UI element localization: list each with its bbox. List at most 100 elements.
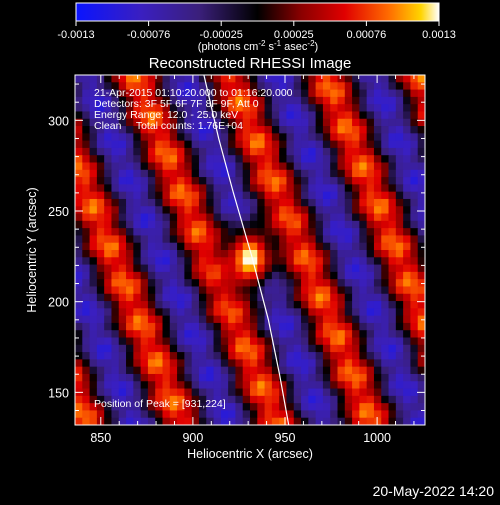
heatmap-cell (410, 271, 419, 280)
heatmap-cell (279, 322, 287, 331)
heatmap-cell (111, 147, 120, 156)
heatmap-cell (191, 330, 200, 338)
heatmap-cell (366, 417, 375, 425)
heatmap-cell (264, 242, 273, 251)
heatmap-cell (301, 177, 309, 185)
heatmap-cell (169, 286, 178, 295)
heatmap-cell (286, 373, 295, 382)
heatmap-cell (133, 147, 142, 156)
heatmap-cell (155, 169, 163, 178)
heatmap-cell (184, 344, 193, 353)
heatmap-cell (177, 279, 185, 287)
heatmap-cell (213, 250, 222, 258)
heatmap-cell (330, 388, 338, 397)
heatmap-cell (213, 82, 222, 90)
heatmap-cell (395, 286, 404, 295)
heatmap-cell (308, 126, 317, 134)
heatmap-cell (264, 220, 273, 229)
heatmap-cell (111, 191, 120, 200)
heatmap-cell (264, 330, 273, 338)
heatmap-cell (147, 133, 156, 142)
heatmap-cell (410, 337, 419, 346)
heatmap-cell (366, 308, 375, 317)
heatmap-cell (118, 198, 127, 207)
heatmap-cell (257, 279, 265, 287)
heatmap-cell (250, 250, 258, 258)
heatmap-cell (352, 293, 360, 302)
heatmap-cell (198, 286, 207, 295)
heatmap-cell (293, 337, 302, 346)
heatmap-cell (279, 366, 287, 375)
heatmap-cell (373, 191, 382, 200)
heatmap-cell (155, 126, 163, 134)
heatmap-cell (111, 242, 120, 251)
heatmap-cell (191, 417, 200, 425)
heatmap-cell (228, 381, 236, 389)
heatmap-cell (235, 126, 244, 134)
heatmap-cell (89, 395, 98, 404)
heatmap-cell (403, 293, 411, 302)
heatmap-cell (198, 352, 207, 360)
heatmap-cell (147, 264, 156, 273)
heatmap-cell (264, 75, 273, 83)
heatmap-cell (271, 330, 280, 338)
heatmap-cell (315, 337, 324, 346)
heatmap-cell (388, 250, 397, 258)
heatmap-cell (395, 147, 404, 156)
heatmap-cell (162, 191, 171, 200)
heatmap-cell (89, 206, 98, 214)
heatmap-cell (381, 96, 389, 105)
heatmap-cell (82, 111, 90, 120)
heatmap-cell (133, 162, 142, 171)
heatmap-cell (301, 322, 309, 331)
heatmap-cell (403, 177, 411, 185)
heatmap-cell (206, 75, 214, 83)
heatmap-cell (373, 133, 382, 142)
heatmap-cell (220, 381, 229, 389)
heatmap-cell (235, 242, 244, 251)
heatmap-cell (82, 133, 90, 142)
heatmap-cell (337, 344, 346, 353)
heatmap-cell (359, 250, 368, 258)
heatmap-cell (286, 395, 295, 404)
heatmap-cell (96, 322, 105, 331)
heatmap-cell (293, 250, 302, 258)
heatmap-cell (308, 337, 317, 346)
heatmap-cell (75, 403, 83, 411)
heatmap-cell (264, 293, 273, 302)
heatmap-cell (308, 228, 317, 236)
heatmap-cell (118, 352, 127, 360)
heatmap-cell (330, 242, 338, 251)
heatmap-cell (279, 410, 287, 419)
heatmap-cell (126, 250, 134, 258)
heatmap-cell (191, 133, 200, 142)
colorbar-tick-label: 0.00076 (347, 29, 387, 41)
heatmap-cell (155, 337, 163, 346)
heatmap-cell (337, 162, 346, 171)
heatmap-cell (242, 257, 251, 265)
heatmap-cell (388, 403, 397, 411)
heatmap-cell (133, 337, 142, 346)
heatmap-cell (118, 169, 127, 178)
heatmap-cell (235, 198, 244, 207)
heatmap-cell (330, 352, 338, 360)
heatmap-cell (140, 75, 149, 83)
heatmap-cell (169, 315, 178, 324)
heatmap-cell (198, 293, 207, 302)
heatmap-cell (257, 271, 265, 280)
heatmap-cell (315, 228, 324, 236)
heatmap-cell (337, 191, 346, 200)
heatmap-cell (352, 184, 360, 193)
heatmap-cell (228, 126, 236, 134)
heatmap-cell (271, 111, 280, 120)
heatmap-cell (264, 257, 273, 265)
heatmap-cell (417, 89, 425, 98)
heatmap-cell (111, 140, 120, 149)
heatmap-cell (220, 337, 229, 346)
heatmap-cell (155, 301, 163, 309)
heatmap-cell (271, 155, 280, 163)
heatmap-cell (89, 366, 98, 375)
heatmap-cell (308, 242, 317, 251)
heatmap-cell (242, 315, 251, 324)
